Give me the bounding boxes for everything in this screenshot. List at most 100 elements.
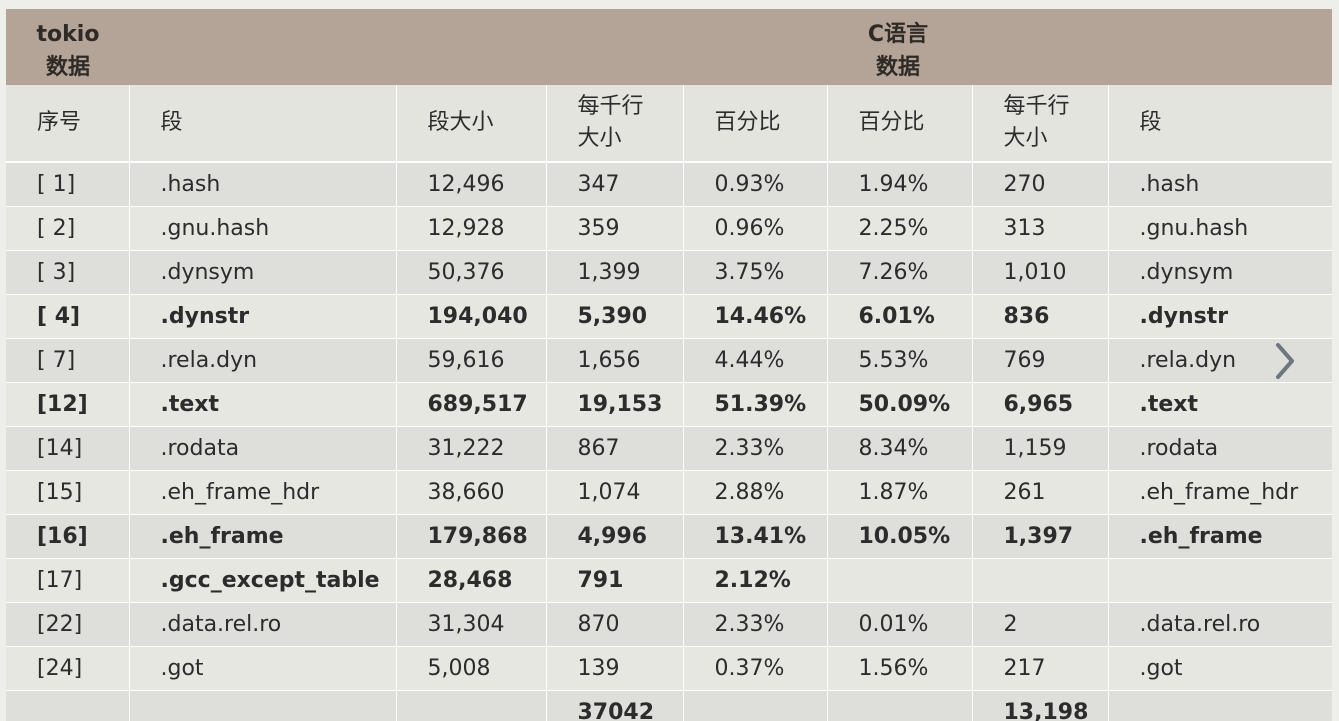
column-header-c-section: 段 (1108, 85, 1332, 163)
cell-index: [15] (6, 470, 130, 515)
cell-section-size: 38,660 (396, 470, 547, 515)
group-header-c: C语言 数据 (862, 18, 934, 84)
column-header-c-percent: 百分比 (827, 85, 973, 163)
cell-c-section: .gnu.hash (1108, 206, 1332, 251)
cell-section-size: 31,304 (396, 602, 547, 647)
cell-percent: 2.33% (683, 602, 828, 647)
chevron-right-icon[interactable] (1264, 339, 1304, 383)
cell-c-percent: 1.87% (827, 470, 973, 515)
cell-c-percent: 2.25% (827, 206, 973, 251)
cell-size-per-kloc: 5,390 (546, 294, 684, 339)
column-header-index: 序号 (6, 85, 130, 163)
cell-percent: 3.75% (683, 250, 828, 295)
table-row: [16] .eh_frame 179,868 4,996 13.41% 10.05% 1,3… (6, 514, 1332, 559)
cell-c-section: .hash (1108, 162, 1332, 207)
table-widget: tokio 数据 C语言 数据 序号段段大小 每千行 大小 百分比 百分比 每千行 大小段 … (6, 9, 1332, 721)
cell-c-size-per-kloc: 769 (972, 338, 1109, 383)
cell-c-percent: 50.09% (827, 382, 973, 427)
column-header-percent: 百分比 (683, 85, 828, 163)
cell-percent: 51.39% (683, 382, 828, 427)
cell-c-section: .eh_frame_hdr (1108, 470, 1332, 515)
cell-c-percent: 5.53% (827, 338, 973, 383)
group-header-c-line-1: C语言 (867, 22, 929, 47)
group-header-tokio-line-1: tokio (36, 22, 100, 47)
cell-index (6, 690, 130, 721)
column-header-label: 大小 (577, 126, 622, 151)
column-header-label: 百分比 (858, 110, 925, 135)
cell-percent: 2.33% (683, 426, 828, 471)
cell-c-size-per-kloc: 836 (972, 294, 1109, 339)
cell-index: [16] (6, 514, 130, 559)
cell-section: .eh_frame (129, 514, 397, 559)
cell-index: [ 1] (6, 162, 130, 207)
cell-percent: 14.46% (683, 294, 828, 339)
table-row: [14] .rodata 31,222 867 2.33% 8.34% 1,159 .roda… (6, 426, 1332, 471)
cell-index: [ 7] (6, 338, 130, 383)
cell-size-per-kloc: 4,996 (546, 514, 684, 559)
column-header-row: 序号 段 段大小 每千行 大小 百分比 百分比 每千行 大小 段 (6, 85, 1332, 163)
column-header-label: 百分比 (714, 110, 781, 135)
cell-c-section: .text (1108, 382, 1332, 427)
cell-percent: 13.41% (683, 514, 828, 559)
cell-c-percent: 10.05% (827, 514, 973, 559)
cell-percent: 0.93% (683, 162, 828, 207)
column-header-section-size: 段大小 (396, 85, 547, 163)
cell-c-percent: 7.26% (827, 250, 973, 295)
cell-c-section (1108, 690, 1332, 721)
cell-c-size-per-kloc (972, 558, 1109, 603)
column-header-section: 段 (129, 85, 397, 163)
cell-c-size-per-kloc: 270 (972, 162, 1109, 207)
cell-section-size: 59,616 (396, 338, 547, 383)
cell-section-size: 12,928 (396, 206, 547, 251)
cell-c-percent: 6.01% (827, 294, 973, 339)
cell-size-per-kloc: 1,399 (546, 250, 684, 295)
cell-c-size-per-kloc: 1,159 (972, 426, 1109, 471)
column-header-label: 段大小 (427, 110, 494, 135)
cell-section: .eh_frame_hdr (129, 470, 397, 515)
cell-size-per-kloc: 867 (546, 426, 684, 471)
cell-c-percent: 0.01% (827, 602, 973, 647)
cell-section: .dynstr (129, 294, 397, 339)
column-header-label: 段 (160, 110, 183, 135)
cell-section-size: 5,008 (396, 646, 547, 691)
cell-section: .text (129, 382, 397, 427)
cell-c-percent (827, 558, 973, 603)
cell-index: [22] (6, 602, 130, 647)
cell-section: .dynsym (129, 250, 397, 295)
cell-section-size: 179,868 (396, 514, 547, 559)
table-row: [ 4] .dynstr 194,040 5,390 14.46% 6.01% 836 .dy… (6, 294, 1332, 339)
cell-percent: 0.96% (683, 206, 828, 251)
cell-index: [14] (6, 426, 130, 471)
cell-c-section (1108, 558, 1332, 603)
cell-section: .rodata (129, 426, 397, 471)
group-header-c-line-2: 数据 (875, 55, 920, 80)
chevron-right-icon-svg (1276, 343, 1294, 379)
cell-size-per-kloc: 37042 (546, 690, 684, 721)
cell-percent: 4.44% (683, 338, 828, 383)
cell-section-size (396, 690, 547, 721)
table-row: [ 7] .rela.dyn 59,616 1,656 4.44% 5.53% 769 .re… (6, 338, 1332, 383)
cell-c-size-per-kloc: 217 (972, 646, 1109, 691)
group-header-tokio-line-2: 数据 (45, 55, 90, 80)
cell-c-percent: 8.34% (827, 426, 973, 471)
section-size-table: 序号段段大小 每千行 大小 百分比 百分比 每千行 大小段 [ 1] .hash 12,496 3… (6, 85, 1332, 721)
column-header-label: 大小 (1003, 126, 1048, 151)
cell-c-percent: 1.56% (827, 646, 973, 691)
cell-index: [ 2] (6, 206, 130, 251)
group-header-tokio: tokio 数据 (32, 18, 104, 84)
cell-c-size-per-kloc: 2 (972, 602, 1109, 647)
cell-c-section: .rodata (1108, 426, 1332, 471)
column-header-c-size-per-kloc: 每千行 大小 (972, 85, 1109, 163)
cell-section: .gcc_except_table (129, 558, 397, 603)
cell-section (129, 690, 397, 721)
cell-section-size: 12,496 (396, 162, 547, 207)
cell-section-size: 31,222 (396, 426, 547, 471)
cell-c-section: .eh_frame (1108, 514, 1332, 559)
cell-size-per-kloc: 19,153 (546, 382, 684, 427)
cell-index: [17] (6, 558, 130, 603)
group-header-band: tokio 数据 C语言 数据 (6, 9, 1332, 85)
cell-percent: 2.88% (683, 470, 828, 515)
column-header-label: 每千行 (577, 94, 644, 119)
cell-c-percent: 1.94% (827, 162, 973, 207)
table-row: [ 1] .hash 12,496 347 0.93% 1.94% 270 .hash (6, 162, 1332, 207)
